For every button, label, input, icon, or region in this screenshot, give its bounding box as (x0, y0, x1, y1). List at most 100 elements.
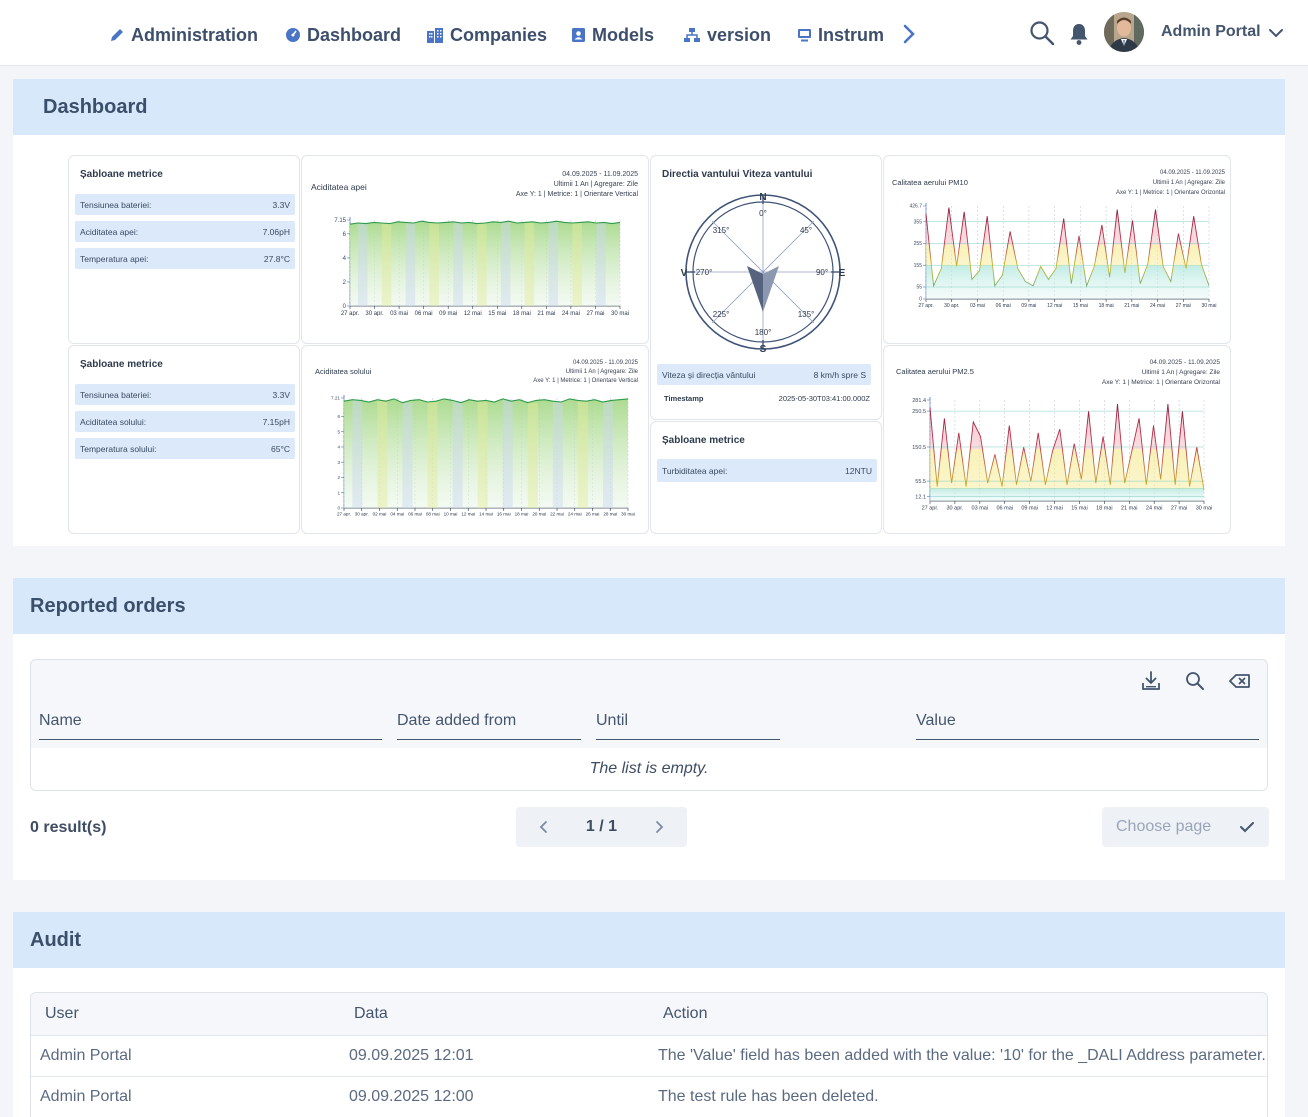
chart-meta: 04.09.2025 - 11.09.2025 Ultimii 1 An | A… (1102, 358, 1220, 388)
area-strip (453, 221, 463, 306)
nav-item-companies[interactable]: Companies (426, 22, 547, 48)
metric-value: 8 km/h spre S (813, 369, 866, 380)
choose-page-placeholder: Choose page (1116, 818, 1212, 835)
chart-meta: 04.09.2025 - 11.09.2025 Ultimii 1 An | A… (533, 359, 638, 386)
nav-item-models[interactable]: Models (571, 22, 654, 48)
until-filter[interactable]: Until (596, 712, 780, 740)
y-tick-label: 1 (337, 490, 340, 495)
rose-deg: 0° (759, 209, 767, 218)
area-strip (377, 399, 388, 508)
area-fill (930, 404, 1204, 501)
metric-label: Temperatura solului: (80, 443, 157, 454)
x-tick-label: 21 mai (1124, 303, 1139, 309)
nav-item-dashboard[interactable]: Dashboard (285, 22, 401, 48)
check-icon[interactable] (1239, 820, 1255, 834)
x-tick-label: 30 mai (1196, 506, 1213, 512)
y-tick-label: 0 (337, 506, 340, 511)
cell-date: 09.09.2025 12:01 (349, 1047, 474, 1064)
x-tick-label: 21 mai (1121, 506, 1138, 512)
y-tick-label: 0 (919, 297, 922, 303)
x-tick-label: 03 mai (970, 303, 985, 309)
x-tick-label: 30 mai (611, 311, 629, 316)
x-tick-label: 28 mai (603, 512, 617, 516)
x-tick-label: 30 apr. (355, 512, 369, 516)
metric-label: Tensiunea bateriei: (80, 389, 152, 400)
y-tick-label: 7.21 (331, 396, 340, 401)
chart-meta: 04.09.2025 - 11.09.2025 Ultimii 1 An | A… (516, 170, 638, 200)
chevron-left-icon[interactable] (538, 820, 550, 834)
metric-label: Aciditatea solului: (80, 416, 147, 427)
pagination: 1 / 1 (516, 807, 687, 847)
metric-row: Temperatura solului: 65°C (75, 438, 295, 459)
area-strip (596, 223, 606, 306)
rose-deg: 315° (713, 226, 730, 235)
area-strip (602, 401, 613, 508)
pencil-icon (111, 29, 123, 41)
area-strip (452, 400, 463, 508)
chevron-right-icon[interactable] (653, 820, 665, 834)
chevron-right-icon[interactable] (900, 22, 918, 46)
soil-metrics-card: Șabloane metrice Tensiunea bateriei: 3.3V… (68, 345, 300, 534)
search-icon[interactable] (1029, 20, 1055, 46)
nav-label: Instrum (818, 24, 885, 45)
value-filter[interactable]: Value (916, 712, 1259, 740)
x-tick-label: 21 mai (537, 311, 555, 316)
choose-page-input[interactable]: Choose page (1102, 807, 1269, 847)
nav-label: Models (592, 24, 655, 45)
card-title: Șabloane metrice (80, 359, 163, 370)
y-tick-label: 150.5 (912, 445, 926, 451)
rose-deg: 90° (816, 268, 828, 277)
x-tick-label: 04 mai (390, 512, 404, 516)
nav-label: Administration (131, 24, 259, 45)
x-tick-label: 12 mai (461, 512, 475, 516)
y-tick-label: 2 (343, 280, 347, 286)
x-tick-label: 03 mai (972, 506, 989, 512)
nav-label: Dashboard (307, 24, 402, 45)
chart-title: Aciditatea apei (311, 182, 367, 192)
download-icon[interactable] (1141, 670, 1161, 692)
x-tick-label: 18 mai (515, 512, 529, 516)
y-tick-label: 6 (337, 414, 340, 419)
x-tick-label: 06 mai (996, 303, 1011, 309)
empty-message: The list is empty. (31, 748, 1267, 790)
x-tick-label: 27 apr. (922, 506, 939, 512)
dashboard-title: Dashboard (43, 95, 148, 118)
clear-filter-icon[interactable] (1229, 670, 1251, 692)
metric-value: 3.3V (272, 199, 291, 210)
user-name[interactable]: Admin Portal (1161, 23, 1261, 40)
date-from-filter[interactable]: Date added from (397, 712, 581, 740)
filter-label: Until (596, 712, 629, 729)
name-filter[interactable]: Name (39, 712, 382, 740)
chart-title: Calitatea aerului PM10 (892, 178, 968, 187)
area-strip (552, 401, 563, 508)
bell-icon[interactable] (1067, 22, 1091, 46)
x-tick-label: 14 mai (479, 512, 493, 516)
chart: 27 apr. 30 apr. 03 mai 06 mai 09 mai 12 mai 15… (334, 217, 629, 316)
y-tick-label: 6 (343, 232, 347, 238)
metric-label: Turbiditatea apei: (662, 465, 728, 476)
nav-item-version[interactable]: version (683, 22, 771, 48)
nav-item-instrum[interactable]: Instrum (797, 22, 884, 48)
y-tick-label: 2 (337, 475, 340, 480)
water-metrics-card: Șabloane metrice Tensiunea bateriei: 3.3V… (68, 155, 300, 344)
nav-item-administration[interactable]: Administration (109, 22, 258, 48)
chevron-down-icon[interactable] (1268, 26, 1284, 40)
x-tick-label: 27 mai (1176, 303, 1191, 309)
x-tick-label: 20 mai (532, 512, 546, 516)
search-icon[interactable] (1185, 670, 1205, 692)
card-title: Șabloane metrice (80, 169, 163, 180)
metric-row: Temperatura apei: 27.8°C (75, 248, 295, 269)
metric-value: 27.8°C (263, 253, 290, 264)
chart: 27 apr. 30 apr. 03 mai 06 mai 09 mai 12 mai 15… (912, 397, 1213, 512)
metric-label: Aciditatea apei: (80, 226, 139, 237)
series-line (925, 207, 1210, 288)
avatar[interactable] (1104, 12, 1144, 52)
chart-title: Calitatea aerului PM2.5 (896, 367, 974, 376)
section-title: Dashboard (13, 79, 1285, 135)
area-strip (548, 222, 559, 306)
water-acidity-chart-card: Aciditatea apei 04.09.2025 - 11.09.2025 … (301, 155, 649, 344)
table-row: Admin Portal 09.09.2025 12:01 The 'Value… (31, 1035, 1267, 1076)
metric-value: 3.3V (272, 389, 291, 400)
area-fill (344, 398, 628, 508)
column-header: User (45, 1005, 79, 1022)
